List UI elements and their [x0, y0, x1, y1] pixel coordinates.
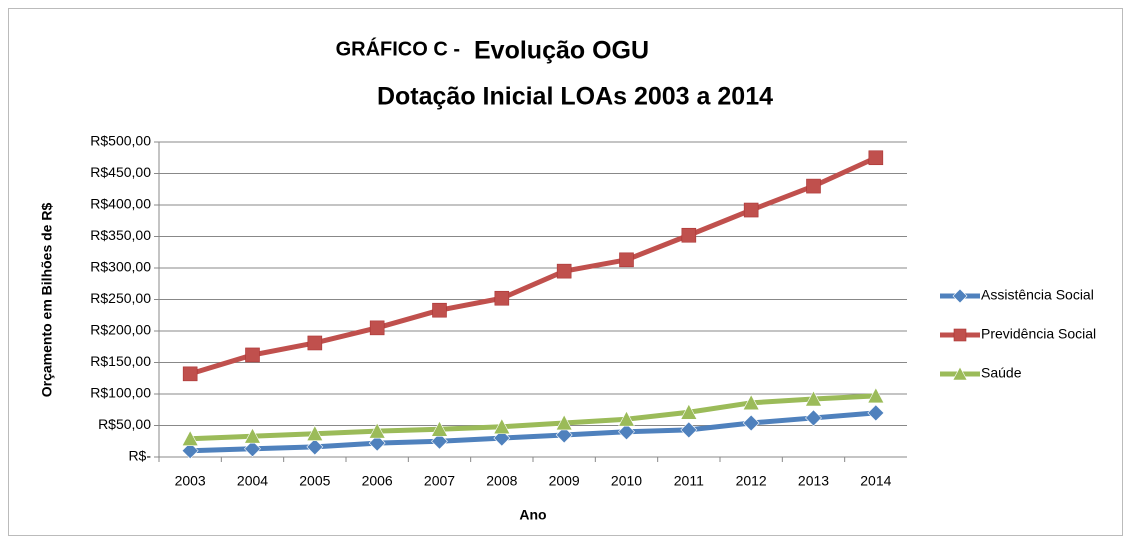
chart-title: Evolução OGU — [474, 37, 649, 65]
marker — [952, 366, 968, 381]
marker — [805, 390, 822, 407]
x-tick-label: 2006 — [362, 473, 393, 489]
x-tick-label: 2011 — [674, 473, 704, 489]
x-tick-label: 2009 — [549, 473, 580, 489]
marker — [953, 328, 967, 342]
marker — [493, 429, 511, 447]
marker — [493, 418, 511, 435]
marker — [431, 432, 448, 450]
x-tick-label: 2003 — [175, 473, 206, 489]
legend-label: Assistência Social — [981, 287, 1094, 303]
marker — [432, 302, 447, 318]
marker — [182, 366, 198, 382]
marker — [680, 403, 698, 420]
chart-title: GRÁFICO C - — [336, 37, 460, 60]
marker — [619, 252, 634, 268]
marker — [867, 404, 885, 422]
marker — [805, 409, 822, 427]
x-tick-label: 2008 — [486, 473, 517, 489]
marker — [952, 288, 968, 304]
marker — [556, 263, 572, 279]
marker — [742, 394, 760, 411]
marker — [680, 421, 698, 439]
marker — [742, 414, 760, 432]
y-tick-label: R$100,00 — [90, 385, 151, 401]
y-tick-label: R$- — [128, 448, 151, 464]
series-line — [190, 393, 876, 442]
y-tick-label: R$450,00 — [90, 164, 151, 180]
marker — [244, 427, 261, 444]
marker — [368, 422, 386, 439]
x-tick-label: 2004 — [237, 473, 268, 489]
x-axis-label: Ano — [519, 507, 546, 523]
marker — [369, 320, 385, 336]
y-tick-label: R$400,00 — [90, 196, 151, 212]
marker — [431, 420, 448, 437]
marker — [245, 347, 260, 363]
legend-label: Saúde — [981, 365, 1022, 381]
y-tick-label: R$300,00 — [90, 259, 151, 275]
y-tick-label: R$50,00 — [98, 416, 151, 432]
marker — [555, 426, 573, 444]
y-tick-label: R$200,00 — [90, 322, 151, 338]
marker — [306, 425, 324, 441]
marker — [618, 423, 635, 441]
marker — [307, 335, 323, 351]
marker — [681, 227, 697, 243]
series-line — [189, 155, 877, 377]
x-tick-label: 2007 — [424, 473, 455, 489]
x-tick-label: 2014 — [860, 473, 891, 489]
marker — [181, 430, 199, 447]
series-line — [190, 410, 877, 454]
x-tick-label: 2005 — [299, 473, 330, 489]
marker — [867, 387, 885, 404]
chart-subtitle: Dotação Inicial LOAs 2003 a 2014 — [377, 83, 773, 111]
marker — [743, 202, 759, 218]
y-tick-label: R$500,00 — [90, 133, 151, 149]
y-tick-label: R$250,00 — [90, 290, 151, 306]
y-tick-label: R$150,00 — [90, 353, 151, 369]
marker — [368, 434, 386, 452]
legend-label: Previdência Social — [981, 326, 1096, 342]
x-tick-label: 2013 — [798, 473, 829, 489]
marker — [181, 442, 199, 460]
marker — [618, 410, 635, 427]
x-tick-label: 2010 — [611, 473, 642, 489]
marker — [806, 178, 821, 194]
marker — [868, 150, 884, 166]
marker — [244, 440, 261, 458]
marker — [494, 290, 510, 306]
y-axis-label: Orçamento em Bilhões de R$ — [39, 203, 55, 398]
x-tick-label: 2012 — [736, 473, 767, 489]
marker — [306, 438, 324, 456]
y-tick-label: R$350,00 — [90, 227, 151, 243]
marker — [555, 414, 573, 431]
